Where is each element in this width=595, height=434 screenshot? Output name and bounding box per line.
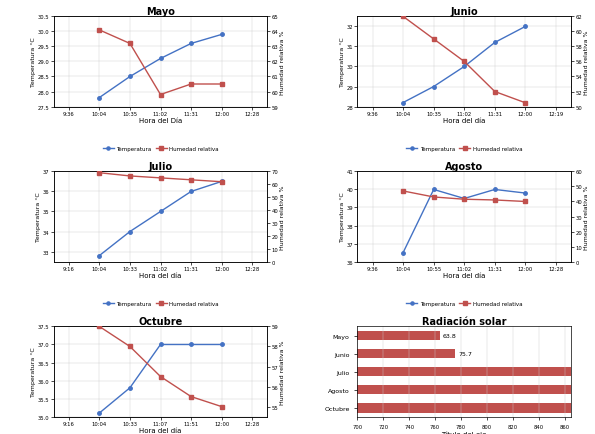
Humedad relativa [187,82,195,87]
Temperatura [126,230,133,235]
Temperatura [400,101,407,106]
Temperatura [461,65,468,70]
Line: Humedad relativa: Humedad relativa [98,171,223,184]
Humedad relativa [96,28,103,33]
Humedad relativa [96,324,103,329]
Humedad relativa [187,178,195,183]
Temperatura [157,57,164,62]
X-axis label: Hora del día: Hora del día [139,427,181,433]
Title: Radiación solar: Radiación solar [422,316,506,326]
X-axis label: Hora del Día: Hora del Día [139,118,182,124]
Text: 63.8: 63.8 [443,333,456,338]
Humedad relativa [218,404,225,409]
Temperatura [218,33,225,38]
X-axis label: Hora del día: Hora del día [139,273,181,279]
Line: Temperatura: Temperatura [402,188,527,255]
X-axis label: Hora del día: Hora del día [443,118,486,124]
Humedad relativa [400,189,407,194]
Humedad relativa [126,42,133,47]
Y-axis label: Temperatura °C: Temperatura °C [36,192,42,242]
Humedad relativa [430,195,437,200]
Humedad relativa [218,82,225,87]
Temperatura [461,197,468,202]
Humedad relativa [430,37,437,43]
Bar [357,403,595,413]
Line: Humedad relativa: Humedad relativa [98,325,223,408]
Y-axis label: Temperatura °C: Temperatura °C [32,37,36,87]
Temperatura [96,95,103,101]
Line: Humedad relativa: Humedad relativa [402,16,527,105]
Temperatura [491,187,499,193]
Y-axis label: Humedad relativa %: Humedad relativa % [280,185,285,249]
Y-axis label: Temperatura °C: Temperatura °C [32,347,36,397]
Y-axis label: Humedad relativa %: Humedad relativa % [280,339,285,404]
Temperatura [157,342,164,347]
Humedad relativa [491,90,499,95]
Legend: Temperatura, Humedad relativa: Temperatura, Humedad relativa [404,299,524,308]
Temperatura [96,253,103,259]
Text: 75.7: 75.7 [458,351,472,356]
Legend: Temperatura, Humedad relativa: Temperatura, Humedad relativa [101,299,221,308]
Temperatura [218,342,225,347]
Temperatura [187,189,195,194]
Y-axis label: Temperatura °C: Temperatura °C [340,37,345,87]
Title: Mayo: Mayo [146,7,175,16]
Temperatura [187,342,195,347]
Humedad relativa [157,176,164,181]
Humedad relativa [400,15,407,20]
Temperatura [400,250,407,256]
Title: Junio: Junio [450,7,478,16]
Temperatura [430,85,437,90]
Temperatura [126,75,133,80]
Bar [357,385,595,395]
Line: Temperatura: Temperatura [402,26,527,105]
Temperatura [187,42,195,47]
Line: Humedad relativa: Humedad relativa [98,29,223,97]
X-axis label: Hora del día: Hora del día [443,273,486,279]
Humedad relativa [218,180,225,185]
Temperatura [96,411,103,416]
Y-axis label: Humedad relativa %: Humedad relativa % [280,30,285,95]
Humedad relativa [126,174,133,179]
Bar [357,349,455,358]
Title: Octubre: Octubre [139,316,183,326]
Humedad relativa [157,374,164,379]
Humedad relativa [461,197,468,202]
X-axis label: Título del eje: Título del eje [441,431,487,434]
Temperatura [430,187,437,193]
Y-axis label: Temperatura °C: Temperatura °C [340,192,345,242]
Humedad relativa [126,344,133,349]
Temperatura [126,385,133,391]
Temperatura [522,191,529,196]
Humedad relativa [522,199,529,204]
Humedad relativa [491,198,499,203]
Humedad relativa [522,101,529,106]
Humedad relativa [96,171,103,176]
Legend: Temperatura, Humedad relativa: Temperatura, Humedad relativa [404,144,524,154]
Y-axis label: Humedad relativa %: Humedad relativa % [584,30,588,95]
Humedad relativa [187,394,195,399]
Line: Temperatura: Temperatura [98,343,223,415]
Humedad relativa [157,93,164,98]
Line: Temperatura: Temperatura [98,180,223,258]
Temperatura [157,209,164,214]
Temperatura [522,25,529,30]
Temperatura [218,179,225,184]
Humedad relativa [461,60,468,65]
Temperatura [491,41,499,46]
Bar [357,367,595,377]
Y-axis label: Humedad relativa %: Humedad relativa % [584,185,588,249]
Bar [357,331,440,341]
Line: Humedad relativa: Humedad relativa [402,190,527,204]
Legend: Temperatura, Humedad relativa: Temperatura, Humedad relativa [101,144,221,154]
Title: Agosto: Agosto [445,161,483,171]
Title: Julio: Julio [148,161,173,171]
Line: Temperatura: Temperatura [98,33,223,100]
